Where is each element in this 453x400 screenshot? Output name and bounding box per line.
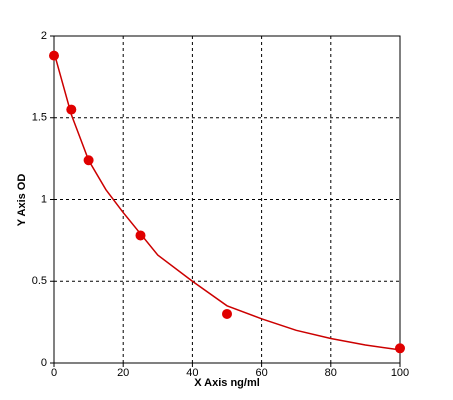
x-tick-label: 60	[255, 367, 267, 379]
x-tick-label: 100	[391, 367, 409, 379]
data-point	[395, 343, 405, 354]
data-point	[222, 308, 232, 319]
data-point	[49, 50, 59, 61]
y-tick-label: 1	[41, 193, 47, 205]
x-axis-label: X Axis ng/ml	[194, 377, 260, 389]
y-axis-label: Y Axis OD	[16, 174, 28, 227]
y-tick-label: 1.5	[32, 112, 47, 124]
data-point	[66, 104, 77, 115]
x-tick-label: 20	[117, 367, 129, 379]
y-tick-label: 0	[41, 357, 47, 369]
x-tick-label: 40	[186, 367, 198, 379]
plot-border	[53, 35, 401, 364]
data-point	[83, 155, 94, 166]
y-tick-label: 2	[41, 30, 47, 42]
x-tick-label: 0	[51, 367, 57, 379]
x-tick-label: 80	[325, 367, 337, 379]
y-tick-label: 0.5	[32, 275, 47, 287]
data-point	[135, 230, 146, 241]
